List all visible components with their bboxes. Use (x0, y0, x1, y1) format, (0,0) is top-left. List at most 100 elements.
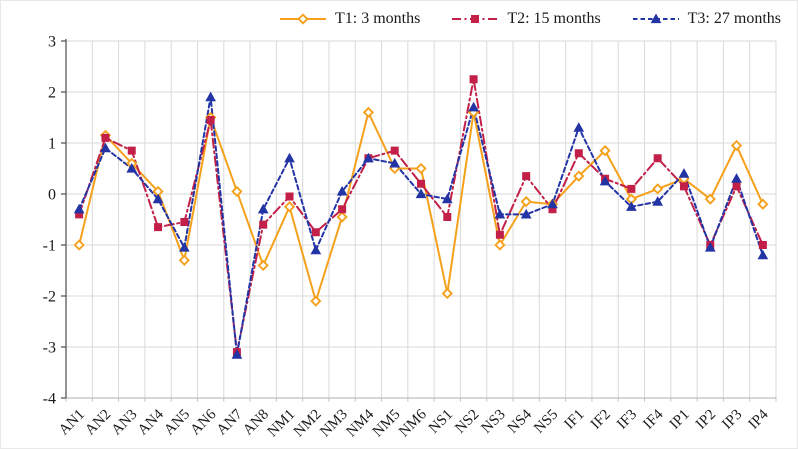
legend-item-t3: T3: 27 months (632, 10, 781, 28)
square-marker-icon (679, 182, 688, 191)
x-tick-label: NM2 (291, 407, 325, 441)
x-tick-label: IP4 (746, 406, 772, 432)
legend-label-t1: T1: 3 months (335, 10, 421, 27)
square-marker-icon (206, 116, 215, 125)
x-tick-label: AN1 (56, 407, 88, 439)
square-marker-icon (180, 218, 189, 227)
triangle-marker-icon (573, 122, 585, 132)
series-line-t2 (78, 78, 764, 354)
y-tick-label: 0 (48, 187, 56, 204)
diamond-marker-icon (520, 196, 532, 208)
x-tick-label: AN5 (161, 407, 193, 439)
x-tick-label: AN6 (188, 406, 220, 438)
triangle-marker-icon (152, 193, 164, 204)
triangle-marker-icon (100, 142, 111, 153)
diamond-marker-icon (362, 106, 375, 119)
diamond-marker-icon (599, 145, 611, 157)
series-line-t1 (78, 111, 764, 303)
t3-line-triangle-icon (632, 13, 679, 24)
chart-legend: T1: 3 months T2: 15 months T3: 27 months (279, 10, 781, 28)
t2-line-square-icon (452, 15, 499, 23)
square-marker-icon (732, 182, 741, 191)
diamond-marker-icon (573, 170, 585, 182)
x-tick-label: IP3 (719, 407, 745, 433)
x-tick-label: IF2 (588, 407, 614, 433)
diamond-marker-icon (415, 162, 427, 175)
triangle-marker-icon (126, 162, 138, 173)
x-tick-label: AN2 (82, 407, 114, 439)
triangle-marker-icon (731, 173, 742, 183)
square-marker-icon (101, 133, 110, 142)
v-gridlines (65, 41, 777, 402)
triangle-marker-icon (599, 175, 611, 186)
triangle-marker-icon (205, 91, 216, 102)
diamond-marker-icon (231, 185, 243, 198)
x-tick-label: NM5 (370, 407, 404, 441)
x-tick-label: NS3 (479, 407, 509, 437)
y-tick-label: 2 (48, 85, 56, 102)
x-tick-label: IP2 (693, 407, 719, 433)
square-marker-icon (390, 146, 399, 155)
diamond-marker-icon (652, 183, 664, 195)
triangle-marker-icon (704, 242, 716, 252)
series-markers-t3 (73, 91, 769, 359)
triangle-marker-icon (441, 193, 453, 204)
y-tick-label: -2 (43, 289, 56, 306)
diamond-marker-icon (494, 239, 506, 251)
triangle-marker-icon (757, 249, 769, 260)
square-marker-icon (127, 146, 136, 155)
diamond-marker-icon (730, 139, 743, 152)
triangle-marker-icon (363, 152, 374, 163)
square-marker-icon (469, 75, 478, 84)
legend-label-t2: T2: 15 months (507, 10, 601, 27)
diamond-marker-icon (73, 239, 85, 251)
triangle-marker-icon (389, 157, 401, 168)
x-tick-label: NS5 (531, 407, 561, 437)
x-tick-label: NM3 (317, 407, 351, 441)
x-tick-label: NM1 (265, 407, 299, 441)
diamond-marker-icon (441, 287, 453, 300)
diamond-marker-icon (178, 254, 190, 266)
triangle-marker-icon (231, 349, 243, 359)
triangle-marker-icon (494, 208, 506, 219)
x-tick-label: NM4 (344, 406, 378, 440)
square-marker-icon (758, 241, 767, 249)
x-tick-label: IP1 (667, 407, 693, 433)
square-marker-icon (574, 149, 583, 158)
h-gridlines (66, 40, 776, 399)
triangle-marker-icon (310, 244, 322, 255)
triangle-marker-icon (520, 208, 532, 219)
y-tick-label: -3 (43, 340, 56, 357)
triangle-marker-icon (626, 201, 637, 211)
triangle-marker-icon (652, 196, 664, 206)
legend-item-t1: T1: 3 months (279, 10, 420, 28)
triangle-marker-icon (468, 101, 479, 112)
triangle-marker-icon (336, 185, 348, 196)
square-marker-icon (154, 223, 163, 232)
triangle-marker-icon (547, 198, 558, 209)
x-tick-label: NS1 (426, 407, 456, 437)
triangle-marker-icon (415, 188, 427, 199)
square-marker-icon (285, 192, 294, 201)
square-marker-icon (495, 230, 504, 239)
diamond-marker-icon (757, 198, 769, 210)
y-axis-labels: 3 2 1 0 -1 -2 -3 -4 (43, 34, 56, 408)
legend-item-t2: T2: 15 months (451, 10, 601, 28)
y-tick-label: -1 (43, 238, 56, 255)
triangle-marker-icon (73, 203, 85, 214)
x-tick-label: NM6 (396, 406, 430, 440)
x-tick-label: IF4 (640, 406, 666, 432)
x-tick-label: NS2 (452, 407, 482, 437)
diamond-marker-icon (336, 211, 348, 223)
square-marker-icon (338, 205, 347, 214)
x-tick-label: AN3 (109, 407, 141, 439)
triangle-marker-icon (284, 152, 295, 163)
t1-line-diamond-icon (280, 13, 326, 25)
triangle-marker-icon (257, 203, 269, 214)
x-axis-labels: AN1AN2AN3AN4AN5AN6AN7AN8NM1NM2NM3NM4NM5N… (56, 406, 772, 440)
diamond-marker-icon (257, 259, 269, 272)
square-marker-icon (522, 172, 531, 181)
triangle-marker-icon (678, 168, 690, 178)
y-axis (61, 39, 67, 399)
